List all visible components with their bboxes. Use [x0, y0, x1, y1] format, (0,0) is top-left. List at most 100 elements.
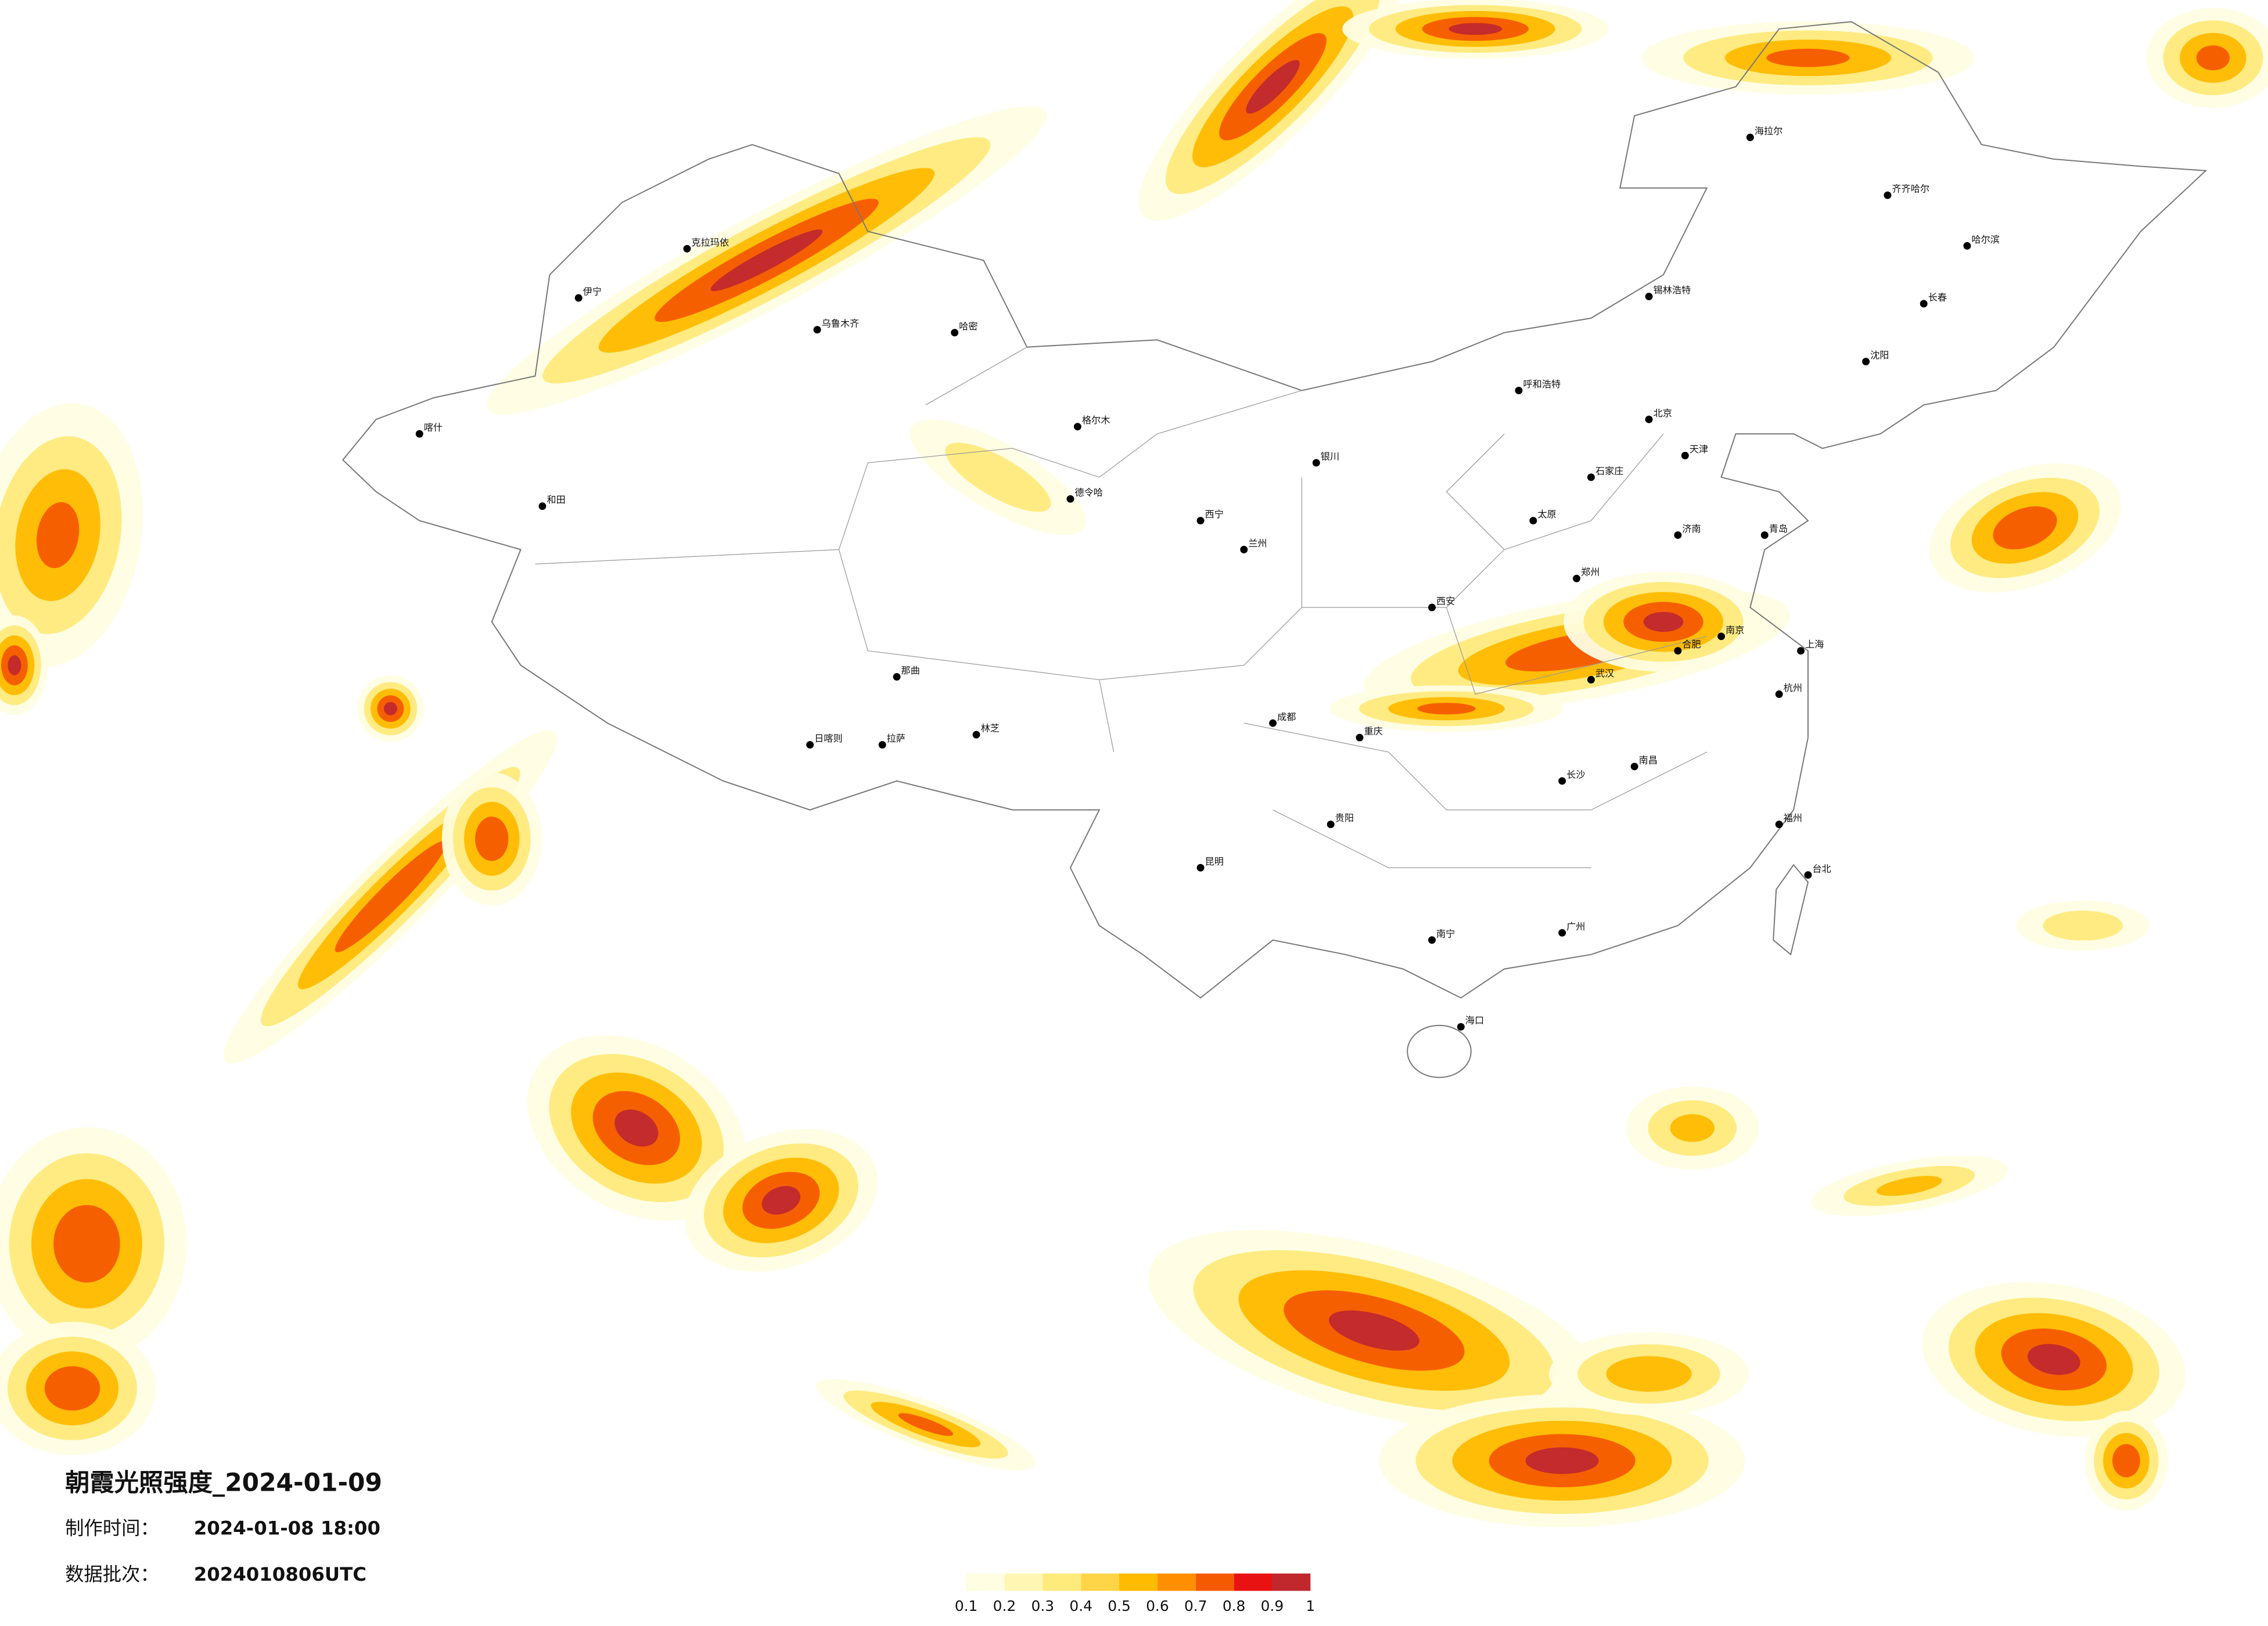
- city-label: 伊宁: [583, 286, 602, 297]
- city-label: 齐齐哈尔: [1892, 184, 1929, 195]
- city-label: 银川: [1321, 451, 1339, 462]
- city-dot: [1457, 1023, 1465, 1031]
- city-dot: [683, 244, 691, 253]
- heat-patch: [945, 443, 1051, 512]
- city-dot: [1645, 293, 1653, 301]
- city-label: 西宁: [1205, 509, 1224, 520]
- city-label: 海口: [1465, 1015, 1484, 1026]
- city-dot: [1515, 386, 1523, 394]
- heat-layer: [0, 0, 2268, 1527]
- heat-patch: [898, 1413, 954, 1436]
- city-label: 福州: [1784, 812, 1802, 823]
- city-dot: [1573, 574, 1581, 582]
- city-label: 广州: [1566, 921, 1585, 932]
- heat-patch: [44, 1366, 100, 1411]
- heat-patch: [1525, 1447, 1599, 1474]
- city-label: 呼和浩特: [1523, 379, 1561, 390]
- city-dot: [1196, 864, 1205, 872]
- legend-swatch: [966, 1573, 1005, 1591]
- heat-patch: [710, 229, 823, 292]
- city-dot: [1327, 821, 1335, 829]
- province-lines: [535, 347, 1707, 868]
- legend-tick-label: 1: [1306, 1598, 1315, 1614]
- heat-patch: [53, 1204, 120, 1283]
- heat-patch: [2112, 1444, 2140, 1477]
- city-label: 上海: [1805, 639, 1824, 650]
- made-time: 2024-01-08 18:00: [194, 1517, 380, 1539]
- legend-tick-label: 0.3: [1031, 1598, 1055, 1614]
- legend-swatch: [1234, 1573, 1273, 1591]
- city-dot: [878, 741, 886, 749]
- heat-patch: [1643, 611, 1684, 632]
- city-dot: [1073, 423, 1081, 431]
- taiwan: [1773, 864, 1809, 956]
- city-label: 德令哈: [1074, 487, 1103, 498]
- legend-swatch: [1272, 1573, 1311, 1591]
- city-label: 北京: [1654, 408, 1672, 419]
- heat-patch: [614, 1109, 659, 1147]
- legend-tick-label: 0.9: [1261, 1598, 1284, 1614]
- city-label: 太原: [1537, 509, 1556, 520]
- city-label: 天津: [1690, 444, 1708, 455]
- heat-patch: [1606, 1356, 1692, 1392]
- city-label: 重庆: [1364, 726, 1382, 737]
- city-dot: [1797, 647, 1805, 655]
- heat-patch: [1876, 1175, 1942, 1196]
- legend-swatch: [1157, 1573, 1196, 1591]
- city-dot: [1804, 871, 1812, 879]
- heat-patch: [1417, 703, 1476, 715]
- heat-patch: [1329, 1310, 1419, 1351]
- map-title: 朝霞光照强度_2024-01-09: [65, 1469, 382, 1497]
- legend-tick-label: 0.5: [1108, 1598, 1131, 1614]
- mainland-border: [342, 21, 2208, 999]
- city-label: 克拉玛依: [691, 237, 729, 248]
- city-dot: [1775, 690, 1783, 698]
- heat-patch: [2028, 1344, 2080, 1375]
- city-dot: [1775, 821, 1783, 829]
- city-dot: [1674, 647, 1682, 655]
- city-label: 沈阳: [1870, 350, 1889, 361]
- city-dot: [1884, 191, 1892, 199]
- city-label: 林芝: [981, 723, 1000, 734]
- city-label: 南宁: [1436, 928, 1455, 939]
- city-dot: [813, 326, 821, 334]
- city-label: 杭州: [1784, 682, 1802, 693]
- city-label: 贵阳: [1335, 812, 1354, 823]
- batch-id: 2024010806UTC: [194, 1563, 366, 1585]
- city-label: 格尔木: [1082, 415, 1110, 426]
- city-label: 郑州: [1581, 567, 1600, 578]
- city-label: 海拉尔: [1755, 125, 1783, 136]
- city-dot: [1428, 603, 1436, 611]
- city-label: 台北: [1813, 863, 1831, 874]
- city-label: 拉萨: [887, 733, 905, 744]
- heat-patch: [1448, 23, 1503, 35]
- legend-swatch: [1004, 1573, 1043, 1591]
- city-label: 济南: [1682, 523, 1701, 534]
- city-dot: [574, 294, 583, 302]
- city-label: 和田: [547, 494, 565, 505]
- heat-patch: [36, 502, 80, 569]
- heat-patch: [1993, 506, 2057, 550]
- city-label: 武汉: [1595, 668, 1614, 679]
- city-dot: [1240, 545, 1248, 553]
- city-label: 合肥: [1682, 639, 1701, 650]
- city-label: 南昌: [1639, 754, 1658, 765]
- city-dot: [1312, 459, 1320, 467]
- city-dot: [972, 731, 980, 739]
- made-label: 制作时间：: [65, 1517, 159, 1539]
- city-dot: [1269, 719, 1277, 727]
- city-label: 乌鲁木齐: [822, 318, 860, 329]
- city-dot: [893, 673, 901, 681]
- city-dot: [1674, 531, 1682, 539]
- city-dot: [1066, 495, 1074, 503]
- legend-swatch: [1043, 1573, 1081, 1591]
- heat-patch: [8, 655, 21, 675]
- heat-patch: [2196, 45, 2230, 71]
- city-dot: [1645, 415, 1653, 423]
- legend-tick-label: 0.2: [993, 1598, 1016, 1614]
- city-label: 昆明: [1205, 856, 1224, 867]
- heat-patch: [1246, 60, 1300, 114]
- city-label: 兰州: [1248, 538, 1267, 549]
